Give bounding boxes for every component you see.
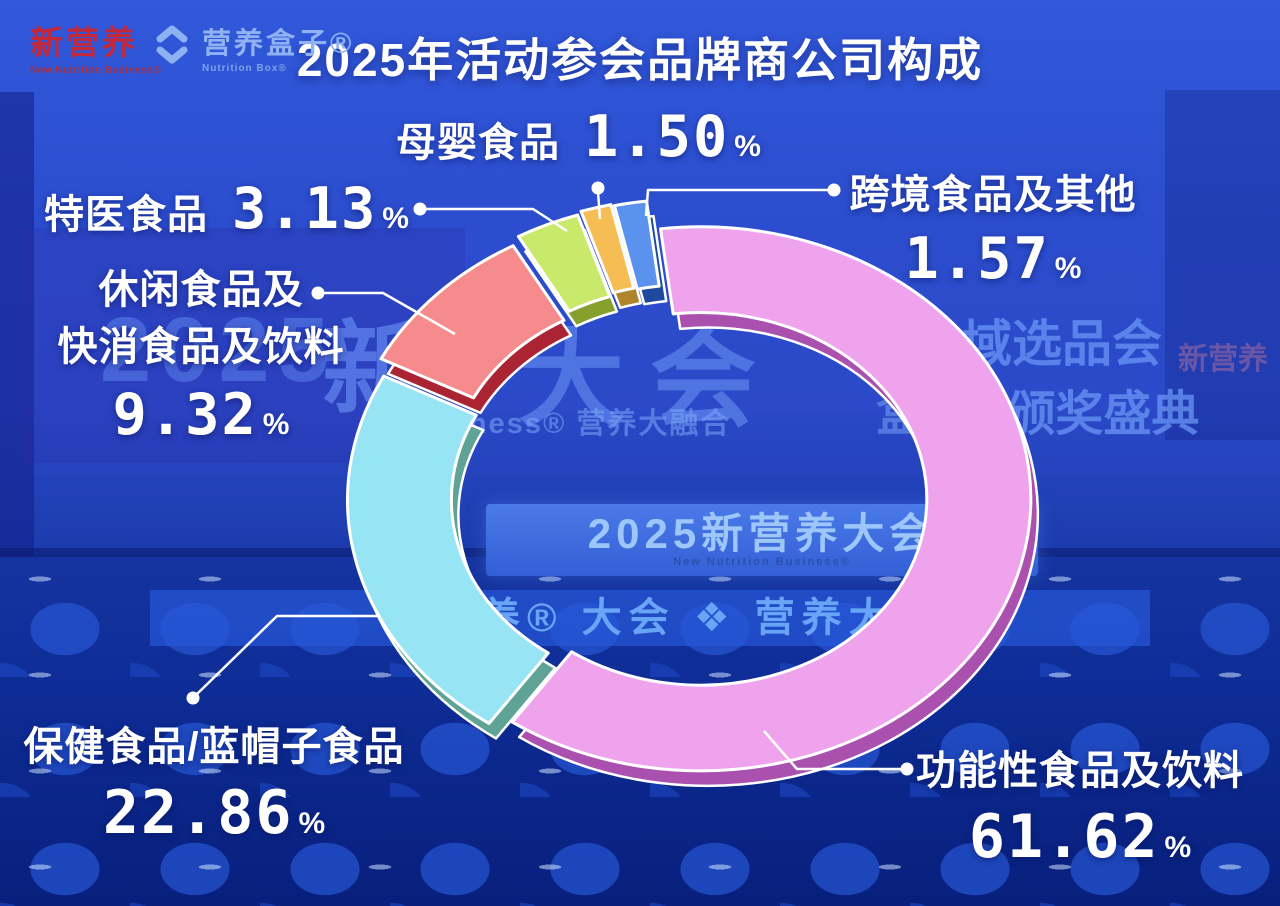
callout-crossborder-food-other: 跨境食品及其他 1.57% <box>843 162 1143 292</box>
backdrop-top-band <box>0 0 1280 200</box>
leader-dot-special-medical-food <box>413 202 427 216</box>
backdrop-right-edge <box>1165 90 1280 440</box>
callout-health-bluehat-food: 保健食品/蓝帽子食品 22.86% <box>6 714 422 848</box>
leader-line-maternal-infant-food <box>596 191 602 220</box>
leader-line-snack-fmcg-food-beverage <box>322 291 456 336</box>
backdrop-left-edge <box>0 92 34 562</box>
nutrition-box-logo-subtext: Nutrition Box® <box>202 63 287 74</box>
backdrop-watermark-year: 2025 <box>100 299 337 401</box>
callout-label: 特医食品 <box>44 193 208 237</box>
callout-label: 功能性食品及饮料 <box>916 749 1244 793</box>
leader-dot-crossborder-food-other <box>827 183 841 197</box>
leader-line-special-medical-food <box>424 207 568 233</box>
new-nutrition-logo-text: 新营养 <box>30 24 138 61</box>
callout-value: 9.32 <box>112 382 258 448</box>
callout-value: 3.13 <box>232 176 378 242</box>
nutrition-box-logo-text: 营养盒子® <box>202 28 355 60</box>
callout-label: 保健食品/蓝帽子食品 <box>23 725 405 769</box>
leader-dot-functional-food-beverage <box>900 762 914 776</box>
callout-value: 1.57 <box>904 226 1050 292</box>
percent-sign: % <box>298 807 326 840</box>
callout-value: 22.86 <box>102 778 294 848</box>
percent-sign: % <box>382 202 409 235</box>
slice-health-bluehat-food <box>346 374 550 725</box>
stage-screen-text: 2025新营养大会 <box>587 510 937 557</box>
callout-maternal-infant-food: 母婴食品 1.50% <box>396 104 761 170</box>
callout-label-line2: 快消食品及饮料 <box>57 325 345 369</box>
backdrop-watermark-far-right: 新营养 <box>1178 343 1268 376</box>
leader-dot-health-bluehat-food <box>186 691 200 705</box>
percent-sign: % <box>262 408 290 441</box>
slice-crossborder-food-other <box>612 199 661 291</box>
callout-value: 1.50 <box>584 104 730 170</box>
nutrition-box-logo-icon <box>150 23 194 72</box>
callout-label-line1: 休闲食品及 <box>98 268 304 312</box>
new-nutrition-logo-subtext: New Nutrition Business® <box>30 65 162 76</box>
slice-snack-fmcg-food-beverage <box>379 244 566 400</box>
callout-special-medical-food: 特医食品 3.13% <box>44 176 409 242</box>
callout-label: 跨境食品及其他 <box>849 173 1137 217</box>
nutrition-box-logo: 营养盒子® Nutrition Box® <box>150 20 354 74</box>
leader-dot-maternal-infant-food <box>591 181 605 195</box>
percent-sign: % <box>1054 252 1082 285</box>
callout-snack-fmcg-food-beverage: 休闲食品及 快消食品及饮料 9.32% <box>36 262 366 448</box>
leader-line-health-bluehat-food <box>195 614 380 696</box>
callout-functional-food-beverage: 功能性食品及饮料 61.62% <box>900 738 1260 872</box>
backdrop-watermark-award: 颁奖盛典 <box>1007 388 1200 441</box>
leader-dot-snack-fmcg-food-beverage <box>311 286 325 300</box>
callout-label: 母婴食品 <box>396 121 560 165</box>
new-nutrition-logo: 新营养 New Nutrition Business® <box>30 16 161 76</box>
percent-sign: % <box>1164 831 1192 864</box>
slice-maternal-infant-food <box>579 203 636 295</box>
stage-screen-subtext: New Nutrition Business® <box>673 556 851 568</box>
leader-line-crossborder-food-other <box>644 188 831 217</box>
slice-special-medical-food <box>516 213 612 313</box>
page-title: 2025年活动参会品牌商公司构成 <box>296 34 984 86</box>
callout-value: 61.62 <box>968 802 1160 872</box>
slice-functional-food-beverage <box>510 225 1033 773</box>
percent-sign: % <box>734 130 761 163</box>
leader-line-functional-food-beverage <box>763 730 903 771</box>
